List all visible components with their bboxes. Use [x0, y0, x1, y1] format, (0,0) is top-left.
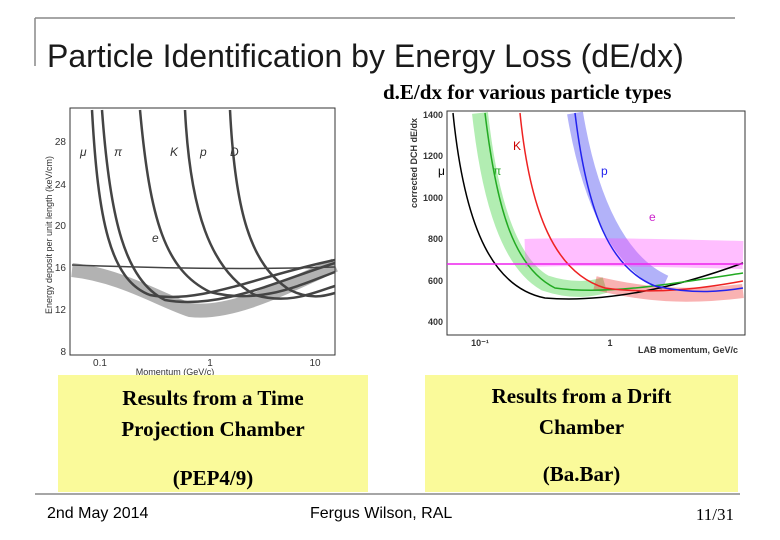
y-tick-label: 400	[428, 317, 443, 327]
caption-text: (Ba.Bar)	[542, 462, 621, 486]
caption-text: Results from a Time Projection Chamber	[121, 386, 305, 441]
y-tick-label: 800	[428, 234, 443, 244]
particle-label: π	[493, 164, 501, 178]
y-tick-label: 600	[428, 276, 443, 286]
y-tick-label: 12	[55, 305, 67, 316]
left-figure: 8 12 16 20 24 28 0.1 1 10 Momentum (GeV/…	[40, 100, 362, 375]
y-tick-label: 28	[55, 137, 67, 148]
x-tick-label: 0.1	[93, 358, 107, 369]
y-tick-label: 1000	[423, 193, 443, 203]
x-tick-label: 1	[607, 338, 612, 348]
caption-text: (PEP4/9)	[172, 466, 254, 490]
y-tick-label: 1400	[423, 110, 443, 120]
particle-label: p	[601, 164, 608, 178]
particle-label: p	[199, 145, 207, 159]
particle-label: π	[114, 145, 123, 159]
left-caption: Results from a Time Projection Chamber (…	[58, 375, 368, 492]
footer-author: Fergus Wilson, RAL	[310, 505, 453, 522]
particle-label: μ	[79, 145, 87, 159]
particle-label: D	[230, 145, 239, 159]
footer-page: 11/31	[695, 505, 734, 524]
particle-label: e	[152, 231, 159, 245]
y-tick-label: 24	[55, 180, 67, 191]
x-axis-label: LAB momentum, GeV/c	[638, 345, 738, 355]
particle-label: e	[649, 210, 656, 224]
particle-label: K	[170, 145, 179, 159]
y-tick-label: 16	[55, 263, 67, 274]
slide-title: Particle Identification by Energy Loss (…	[47, 38, 684, 74]
x-tick-label: 10⁻¹	[471, 338, 489, 348]
particle-label: μ	[438, 164, 445, 178]
footer-date: 2nd May 2014	[47, 505, 149, 522]
slide-subtitle: d.E/dx for various particle types	[383, 80, 672, 104]
particle-label: K	[513, 139, 521, 153]
y-tick-label: 20	[55, 221, 67, 232]
y-axis-label: Energy deposit per unit length (keV/cm)	[44, 156, 54, 314]
y-axis-label: corrected DCH dE/dx	[409, 118, 419, 208]
x-tick-label: 10	[309, 358, 321, 369]
y-tick-label: 8	[60, 347, 66, 358]
right-figure: 400 600 800 1000 1200 1400 10⁻¹ 1 LAB mo…	[405, 103, 750, 355]
right-caption: Results from a Drift Chamber (Ba.Bar)	[425, 375, 738, 492]
x-axis-label: Momentum (GeV/c)	[136, 367, 215, 375]
caption-text: Results from a Drift Chamber	[491, 384, 672, 439]
x-tick-label: 1	[207, 358, 213, 369]
y-tick-label: 1200	[423, 151, 443, 161]
